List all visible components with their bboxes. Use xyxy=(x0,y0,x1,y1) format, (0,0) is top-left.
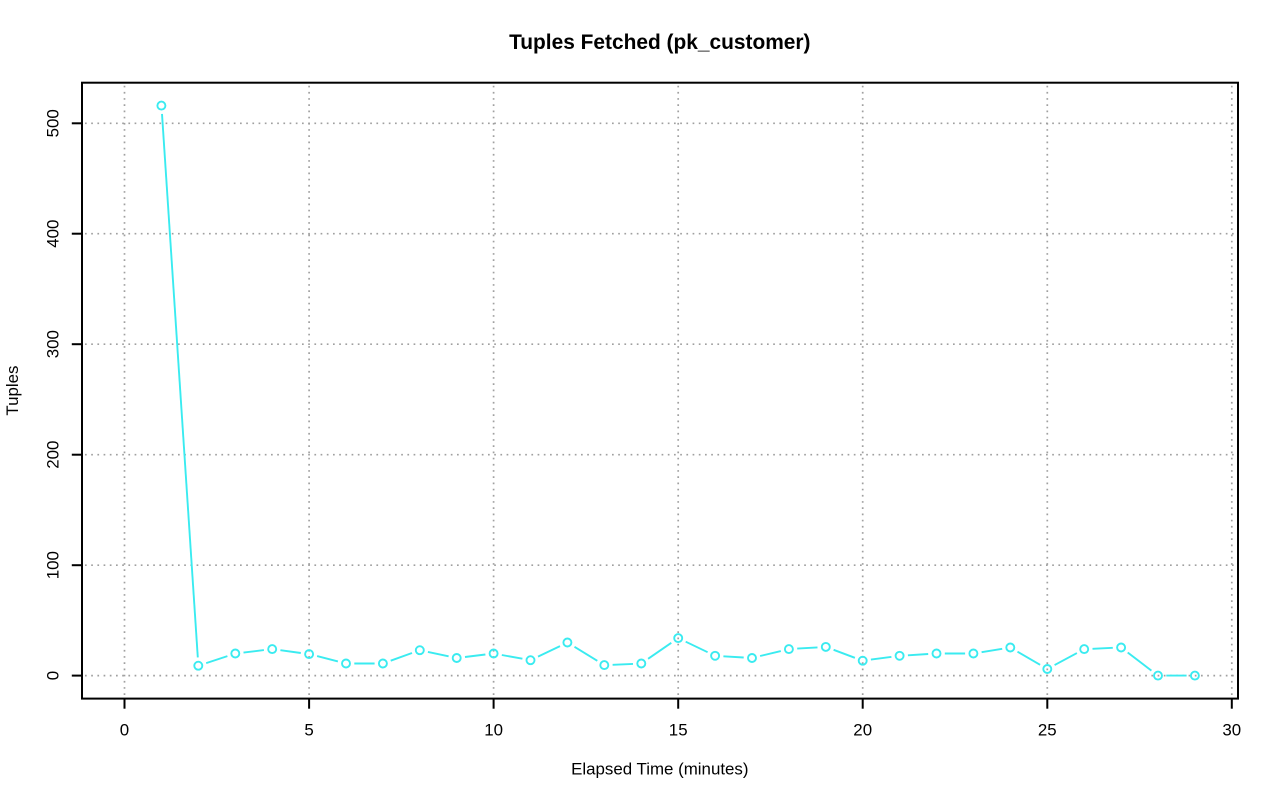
svg-text:30: 30 xyxy=(1222,720,1241,739)
svg-text:Elapsed Time (minutes): Elapsed Time (minutes) xyxy=(571,760,748,779)
svg-text:Tuples: Tuples xyxy=(3,366,22,416)
svg-text:15: 15 xyxy=(669,720,688,739)
svg-text:25: 25 xyxy=(1038,720,1057,739)
svg-text:5: 5 xyxy=(304,720,313,739)
svg-text:400: 400 xyxy=(43,220,62,248)
svg-text:0: 0 xyxy=(43,671,62,680)
svg-text:100: 100 xyxy=(43,551,62,579)
svg-text:300: 300 xyxy=(43,330,62,358)
svg-text:20: 20 xyxy=(853,720,872,739)
svg-text:10: 10 xyxy=(484,720,503,739)
svg-text:0: 0 xyxy=(120,720,129,739)
svg-text:500: 500 xyxy=(43,109,62,137)
svg-text:Tuples Fetched (pk_customer): Tuples Fetched (pk_customer) xyxy=(509,31,810,54)
svg-text:200: 200 xyxy=(43,441,62,469)
